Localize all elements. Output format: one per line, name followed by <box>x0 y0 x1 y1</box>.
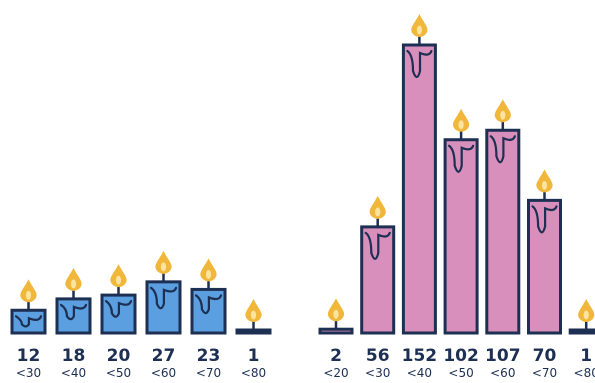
category-label: <40 <box>407 366 432 380</box>
value-label: 12 <box>17 346 41 366</box>
flame-core-icon <box>541 180 548 190</box>
category-label: <70 <box>196 366 221 380</box>
wax-drip <box>406 49 433 79</box>
value-label: 56 <box>366 346 390 366</box>
flame-core-icon <box>416 25 422 35</box>
category-label: <40 <box>61 366 86 380</box>
wax-drip <box>194 294 223 315</box>
candle-bar <box>235 328 272 335</box>
wax-drip <box>104 300 133 318</box>
value-label: 152 <box>402 346 438 366</box>
value-label: 70 <box>533 346 557 366</box>
candle-bar <box>401 43 437 335</box>
flame-core-icon <box>115 275 122 285</box>
category-label: <80 <box>574 366 595 380</box>
candle-bar <box>568 328 595 335</box>
category-label: <20 <box>323 366 348 380</box>
value-label: 102 <box>443 346 479 366</box>
category-label: <30 <box>16 366 41 380</box>
category-label: <60 <box>151 366 176 380</box>
value-label: 18 <box>62 346 86 366</box>
chart-panel-left: 12<30 18<40 20<50 27<60 23<70 1<80 <box>10 250 272 380</box>
value-label: 23 <box>197 346 221 366</box>
flame-core-icon <box>458 120 464 130</box>
category-label: <60 <box>490 366 515 380</box>
value-label: 1 <box>580 346 592 366</box>
wax-drip <box>489 135 516 164</box>
flame-core-icon <box>250 310 257 320</box>
value-label: 2 <box>330 346 342 366</box>
chart-panel-right: 2<20 56<30 152<40 102<50 107<60 70<70 1<80 <box>318 14 595 380</box>
value-label: 107 <box>485 346 521 366</box>
flame-core-icon <box>205 269 212 279</box>
wax-drip <box>448 144 475 173</box>
flame-core-icon <box>70 279 77 289</box>
flame-core-icon <box>25 290 32 300</box>
value-label: 20 <box>107 346 131 366</box>
category-label: <70 <box>532 366 557 380</box>
value-label: 1 <box>248 346 260 366</box>
wax-drip <box>149 286 178 310</box>
candle-bar <box>485 128 521 335</box>
flame-core-icon <box>500 110 506 120</box>
wax-drip <box>531 205 558 234</box>
flame-core-icon <box>160 262 167 272</box>
flame-core-icon <box>375 207 381 217</box>
flame-core-icon <box>583 310 589 320</box>
wax-drip <box>14 315 43 328</box>
flame-core-icon <box>333 309 339 319</box>
wax-drip <box>364 231 391 260</box>
category-label: <50 <box>448 366 473 380</box>
value-label: 27 <box>152 346 176 366</box>
category-label: <50 <box>106 366 131 380</box>
candle-bar <box>318 327 354 335</box>
wax-drip <box>59 303 88 321</box>
category-label: <30 <box>365 366 390 380</box>
category-label: <80 <box>241 366 266 380</box>
